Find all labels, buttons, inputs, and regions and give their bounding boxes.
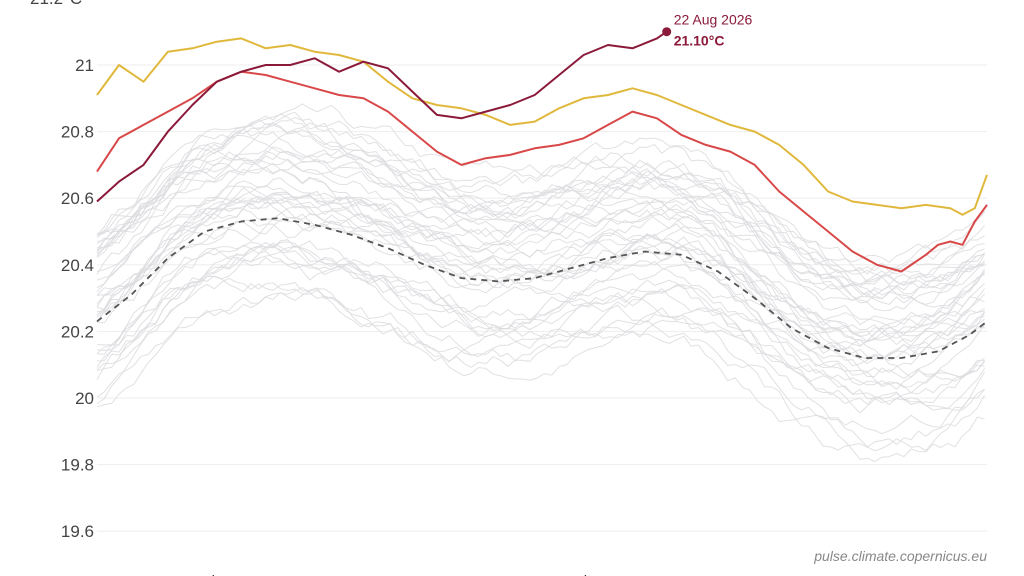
historical-year-line bbox=[96, 241, 985, 394]
x-tick-label: Jun bbox=[491, 573, 515, 576]
historical-year-line bbox=[96, 275, 985, 411]
series-line bbox=[96, 217, 988, 359]
y-tick-label: 19.8 bbox=[61, 456, 94, 475]
x-tick-label: Feb bbox=[194, 573, 220, 576]
historical-year-line bbox=[96, 277, 985, 452]
x-tick-label: Sep bbox=[714, 573, 741, 576]
historical-year-line bbox=[96, 197, 985, 347]
historical-year-line bbox=[96, 219, 985, 380]
historical-year-line bbox=[96, 244, 985, 414]
historical-years bbox=[96, 103, 986, 463]
historical-year-line bbox=[96, 154, 985, 305]
x-tick-label: Mar bbox=[266, 573, 292, 576]
x-tick-label: Apr bbox=[342, 573, 365, 576]
latest-date-label: 22 Aug 2026 bbox=[674, 12, 753, 28]
y-unit-label: 21.2°C bbox=[30, 0, 82, 8]
x-tick-label: May bbox=[414, 573, 443, 576]
latest-value-marker bbox=[662, 27, 672, 37]
y-tick-label: 21 bbox=[75, 56, 94, 75]
historical-year-line bbox=[96, 130, 985, 308]
x-tick-label: Oct bbox=[791, 573, 815, 576]
x-tick-label: Jul bbox=[568, 573, 587, 576]
historical-year-line bbox=[96, 218, 985, 361]
historical-year-line bbox=[96, 247, 986, 379]
historical-year-line bbox=[96, 128, 985, 288]
historical-year-line bbox=[96, 149, 986, 312]
historical-year-line bbox=[96, 288, 986, 451]
y-tick-label: 20.4 bbox=[61, 256, 94, 275]
historical-year-line bbox=[96, 244, 986, 389]
historical-year-line bbox=[96, 206, 985, 359]
historical-year-line bbox=[96, 103, 985, 272]
historical-year-line bbox=[96, 198, 985, 337]
series-line bbox=[96, 70, 988, 273]
historical-year-line bbox=[96, 177, 985, 342]
series-line bbox=[96, 30, 668, 203]
historical-year-line bbox=[96, 180, 985, 301]
historical-year-line bbox=[96, 239, 986, 411]
x-tick-label: Dec bbox=[938, 573, 965, 576]
y-tick-labels: 19.6 19.8 20 20.2 20.4 20.6 20.8 21 bbox=[61, 56, 94, 541]
series-lines bbox=[96, 30, 988, 359]
x-tick-label: Jan bbox=[123, 573, 147, 576]
historical-year-line bbox=[96, 256, 985, 390]
y-tick-label: 20 bbox=[75, 389, 94, 408]
y-tick-label: 20.8 bbox=[61, 123, 94, 142]
historical-year-line bbox=[96, 149, 985, 283]
historical-year-line bbox=[96, 241, 986, 435]
y-tick-label: 19.6 bbox=[61, 522, 94, 541]
historical-year-line bbox=[96, 287, 985, 463]
x-tick-label: Nov bbox=[864, 573, 891, 576]
series-line bbox=[96, 37, 988, 216]
historical-year-line bbox=[96, 207, 985, 353]
y-tick-label: 20.2 bbox=[61, 322, 94, 341]
historical-year-line bbox=[96, 191, 985, 364]
historical-year-line bbox=[96, 162, 986, 326]
latest-value-label: 21.10°C bbox=[674, 33, 725, 49]
historical-year-line bbox=[96, 116, 985, 286]
historical-year-line bbox=[96, 113, 985, 290]
x-tick-label: Aug bbox=[640, 573, 667, 576]
historical-year-line bbox=[96, 134, 985, 266]
y-tick-label: 20.6 bbox=[61, 189, 94, 208]
grid-lines bbox=[97, 64, 987, 532]
historical-year-line bbox=[96, 185, 986, 334]
latest-value-annotation: 22 Aug 2026 21.10°C bbox=[662, 12, 753, 49]
x-month-labels: Jan Feb Mar Apr May Jun Jul Aug Sep Oct Nov Dec bbox=[123, 573, 966, 576]
source-credit: pulse.climate.copernicus.eu bbox=[813, 548, 987, 564]
